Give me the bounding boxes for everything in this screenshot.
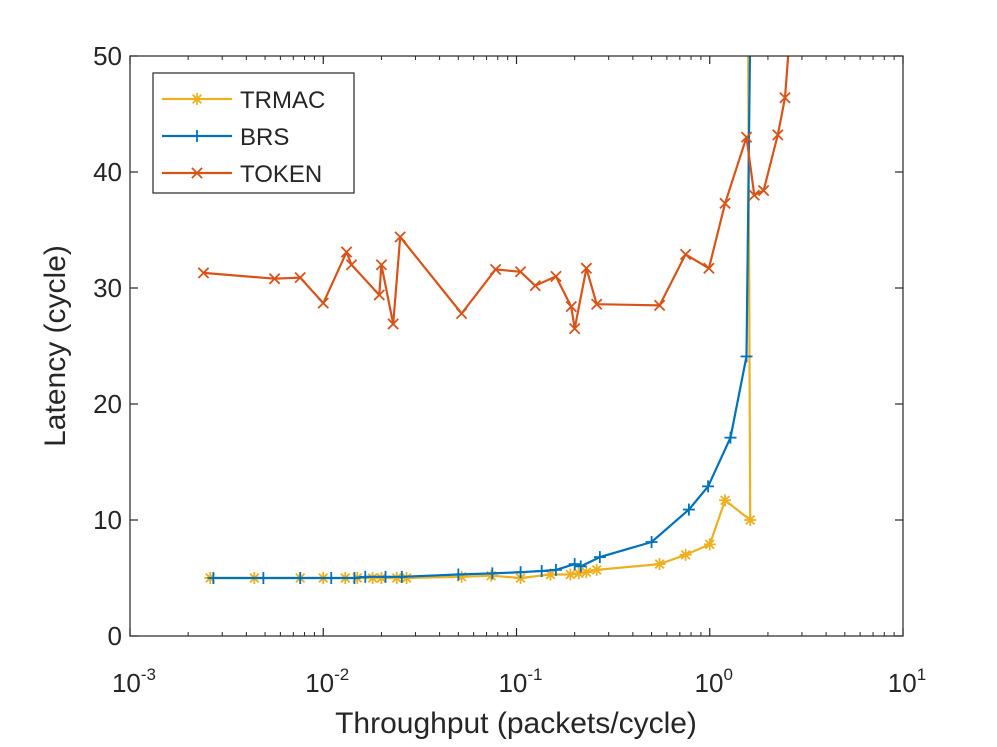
data-point-brs — [568, 558, 581, 571]
y-tick-label: 30 — [93, 273, 122, 303]
data-point-token — [565, 300, 577, 313]
data-point-token — [514, 266, 527, 278]
legend-marker-token — [191, 167, 203, 179]
tick-layer: 0 10 20 30 40 50 10-3 10-2 10-1 100 101 — [93, 41, 926, 698]
data-point-token — [345, 259, 358, 271]
data-point-brs — [549, 563, 562, 576]
data-point-trmac — [580, 566, 593, 579]
legend-item-token: TOKEN — [162, 161, 322, 188]
data-point-brs — [452, 568, 465, 581]
legend-label-token: TOKEN — [240, 161, 322, 188]
data-point-token — [340, 246, 353, 258]
data-point-token — [772, 129, 784, 141]
data-point-trmac — [719, 494, 732, 507]
data-point-token — [719, 197, 731, 210]
y-tick-label: 0 — [108, 621, 122, 651]
data-point-brs — [325, 572, 338, 584]
data-point-token — [703, 262, 715, 275]
data-point-brs — [257, 572, 270, 584]
x-tick-label: 100 — [695, 665, 733, 698]
data-point-brs — [348, 572, 361, 584]
data-point-token — [568, 322, 581, 335]
legend-label-brs: BRS — [240, 124, 289, 151]
y-axis-label: Latency (cycle) — [39, 245, 72, 447]
series-brs — [207, 56, 753, 584]
data-point-trmac — [572, 567, 585, 580]
data-point-brs — [207, 572, 220, 584]
data-point-trmac — [455, 570, 468, 583]
data-point-trmac — [744, 514, 757, 526]
y-tick-label: 10 — [93, 505, 122, 535]
data-point-token — [317, 297, 329, 309]
data-point-brs — [724, 431, 737, 444]
data-point-brs — [682, 503, 695, 516]
data-point-trmac — [679, 548, 692, 561]
data-point-token — [653, 299, 666, 312]
data-point-token — [455, 307, 468, 320]
data-point-token — [394, 231, 406, 243]
data-point-trmac — [390, 572, 403, 584]
data-point-trmac — [653, 558, 666, 571]
y-tick-label: 50 — [93, 41, 122, 71]
data-point-token — [529, 279, 541, 292]
data-point-brs — [359, 570, 372, 583]
data-point-token — [740, 131, 753, 143]
data-point-token — [757, 184, 770, 197]
data-point-token — [590, 298, 603, 310]
data-point-token — [294, 271, 306, 284]
legend-marker-brs — [191, 130, 203, 142]
data-point-brs — [740, 350, 753, 363]
x-tick-label: 10-1 — [498, 665, 542, 698]
data-point-token — [550, 270, 562, 283]
series-token — [197, 56, 791, 335]
series-line-brs — [213, 56, 752, 580]
data-point-token — [748, 189, 761, 201]
data-point-brs — [395, 570, 408, 583]
data-point-brs — [486, 567, 499, 580]
data-point-token — [387, 318, 399, 330]
data-point-token — [373, 289, 386, 301]
data-point-brs — [645, 536, 658, 549]
data-point-trmac — [564, 568, 577, 581]
x-axis-label: Throughput (packets/cycle) — [335, 707, 697, 740]
data-point-trmac — [485, 569, 498, 582]
data-point-token — [779, 92, 791, 104]
data-point-token — [679, 248, 692, 261]
data-point-brs — [574, 560, 587, 573]
legend-item-brs: BRS — [162, 124, 289, 151]
x-tick-label: 10-3 — [112, 665, 156, 698]
data-point-token — [489, 263, 502, 276]
data-point-brs — [535, 565, 548, 578]
data-point-token — [375, 259, 388, 271]
legend: TRMAC BRS TOKEN — [152, 72, 355, 194]
legend-label-trmac: TRMAC — [240, 87, 325, 114]
data-point-token — [197, 267, 210, 279]
y-tick-label: 20 — [93, 389, 122, 419]
data-point-brs — [294, 572, 307, 584]
data-point-token — [268, 272, 281, 285]
data-point-brs — [593, 551, 606, 564]
series-layer — [197, 56, 791, 584]
data-point-brs — [702, 480, 715, 493]
x-tick-label: 101 — [888, 665, 926, 698]
legend-marker-trmac — [191, 93, 203, 105]
x-tick-label: 10-2 — [305, 665, 349, 698]
data-point-brs — [514, 566, 527, 579]
data-point-trmac — [703, 538, 716, 551]
y-tick-label: 40 — [93, 157, 122, 187]
data-point-trmac — [590, 563, 603, 576]
data-point-token — [580, 262, 593, 275]
data-point-brs — [379, 570, 392, 583]
legend-item-trmac: TRMAC — [162, 87, 325, 114]
